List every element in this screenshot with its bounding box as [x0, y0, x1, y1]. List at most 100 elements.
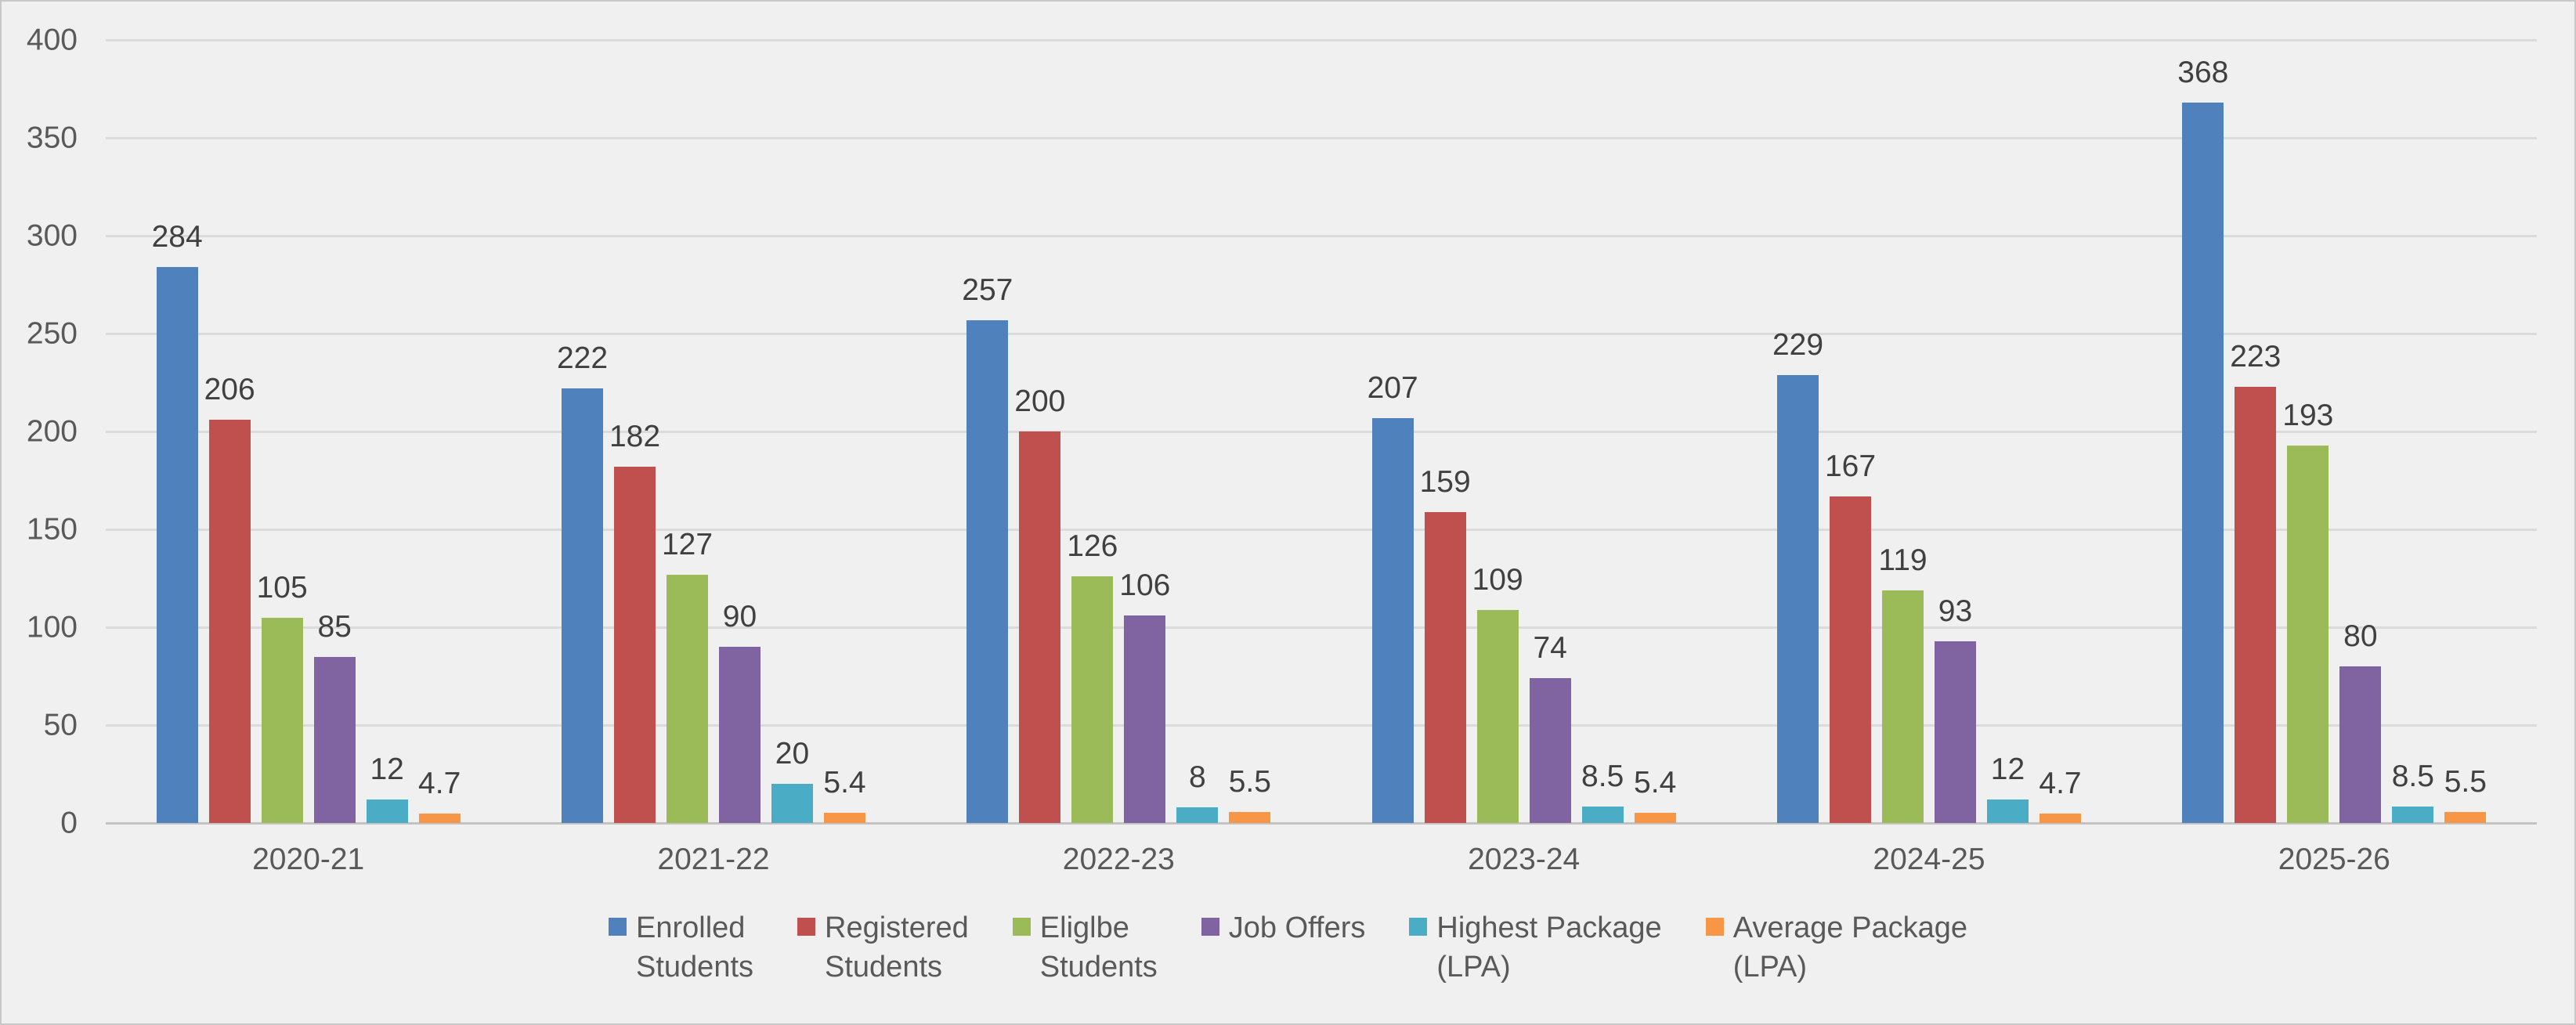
legend-marker-icon — [609, 918, 627, 936]
data-label: 4.7 — [2039, 767, 2082, 801]
data-label: 284 — [151, 220, 203, 254]
bar-slot: 167 — [1825, 450, 1876, 823]
bar-slot: 20 — [771, 738, 813, 823]
bar-highest-package-lpa--2021-22 — [771, 784, 813, 823]
legend-item-job-offers: Job Offers — [1201, 908, 1366, 947]
bar-slot: 284 — [152, 222, 203, 823]
y-axis-tick-label: 0 — [60, 806, 78, 840]
legend-label: Eliglbe Students — [1039, 911, 1158, 983]
x-axis-line — [106, 822, 2537, 825]
bar-slot: 106 — [1119, 570, 1170, 823]
bar-registered-students-2025-26 — [2235, 386, 2277, 823]
data-label: 8.5 — [1581, 759, 1624, 793]
bar-average-package-lpa--2025-26 — [2444, 812, 2487, 823]
data-label: 229 — [1772, 327, 1824, 362]
data-label: 182 — [609, 420, 661, 453]
bar-highest-package-lpa--2020-21 — [366, 799, 408, 823]
bar-slot: 5.4 — [823, 767, 866, 823]
bar-enrolled-students-2023-24 — [1371, 417, 1414, 823]
data-label: 167 — [1824, 449, 1877, 483]
category-label: 2021-22 — [657, 843, 770, 876]
bar-group-2023-24: 207 159 109 74 8.5 5.4 — [1367, 40, 1676, 823]
data-label: 5.5 — [1228, 765, 1271, 799]
y-axis-tick-label: 100 — [26, 610, 78, 644]
bar-slot: 90 — [719, 601, 761, 823]
bar-slot: 5.4 — [1634, 767, 1676, 823]
bar-job-offers-2021-22 — [719, 647, 761, 823]
bar-slot: 193 — [2282, 399, 2333, 823]
y-axis-tick-label: 200 — [26, 414, 78, 449]
gridline — [106, 529, 2537, 531]
bar-slot: 8 — [1176, 762, 1219, 823]
y-axis-tick-label: 250 — [26, 316, 78, 351]
bar-group-2021-22: 222 182 127 90 20 5.4 — [557, 40, 866, 823]
bar-slot: 5.5 — [1229, 767, 1271, 823]
bar-group-2022-23: 257 200 126 106 8 5.5 — [962, 40, 1271, 823]
legend-marker-icon — [1409, 918, 1428, 936]
legend: Enrolled Students Registered Students Elig… — [2, 908, 2574, 987]
bar-eliglbe-students-2025-26 — [2287, 445, 2329, 823]
category-label: 2020-21 — [252, 843, 365, 876]
bar-group-2025-26: 368 223 193 80 8.5 5.5 — [2177, 40, 2487, 823]
category-label: 2024-25 — [1873, 843, 1985, 876]
bar-registered-students-2020-21 — [208, 420, 251, 823]
data-label: 85 — [317, 609, 352, 644]
data-label: 222 — [556, 341, 609, 375]
bar-group-2024-25: 229 167 119 93 12 4.7 — [1772, 40, 2082, 823]
bar-eliglbe-students-2020-21 — [261, 617, 303, 823]
bar-highest-package-lpa--2024-25 — [1987, 799, 2029, 823]
bar-job-offers-2025-26 — [2339, 666, 2382, 823]
bar-slot: 207 — [1367, 372, 1418, 823]
data-label: 207 — [1367, 370, 1418, 405]
bar-slot: 368 — [2177, 57, 2228, 823]
bar-job-offers-2024-25 — [1935, 641, 1976, 823]
bar-slot: 257 — [962, 274, 1013, 823]
legend-item-registered-students: Registered Students — [797, 908, 969, 987]
legend-label: Job Offers — [1228, 911, 1366, 944]
data-label: 257 — [962, 272, 1013, 307]
y-axis-tick-label: 150 — [26, 512, 78, 547]
data-label: 126 — [1067, 529, 1118, 563]
bar-enrolled-students-2022-23 — [966, 319, 1009, 823]
y-axis-tick-label: 50 — [43, 708, 78, 742]
bar-slot: 182 — [609, 421, 660, 823]
y-axis-tick-label: 400 — [26, 23, 78, 57]
bar-slot: 8.5 — [2392, 760, 2434, 823]
legend-marker-icon — [1705, 918, 1724, 936]
gridline — [106, 333, 2537, 335]
bar-slot: 206 — [204, 374, 255, 823]
bar-registered-students-2022-23 — [1019, 431, 1061, 823]
data-label: 5.4 — [1634, 765, 1677, 799]
bar-slot: 4.7 — [2039, 768, 2082, 823]
data-label: 106 — [1119, 568, 1171, 602]
bar-slot: 8.5 — [1581, 760, 1624, 823]
bar-average-package-lpa--2021-22 — [824, 812, 865, 823]
data-label: 8.5 — [2391, 759, 2434, 793]
legend-item-eliglbe-students: Eliglbe Students — [1012, 908, 1158, 987]
bar-registered-students-2023-24 — [1424, 511, 1466, 823]
bar-job-offers-2023-24 — [1529, 678, 1571, 823]
gridline — [106, 724, 2537, 727]
bar-highest-package-lpa--2023-24 — [1581, 806, 1624, 823]
gridline — [106, 137, 2537, 139]
data-label: 368 — [2177, 56, 2229, 89]
bar-eliglbe-students-2023-24 — [1476, 609, 1519, 823]
data-label: 93 — [1938, 594, 1973, 628]
bar-average-package-lpa--2020-21 — [418, 814, 461, 823]
bar-slot: 80 — [2339, 621, 2382, 823]
y-axis-tick-label: 350 — [26, 121, 78, 155]
bar-enrolled-students-2024-25 — [1777, 374, 1819, 823]
data-label: 159 — [1419, 464, 1471, 499]
data-label: 5.5 — [2444, 765, 2487, 799]
bar-slot: 126 — [1067, 531, 1118, 823]
bar-average-package-lpa--2022-23 — [1229, 812, 1271, 823]
legend-item-enrolled-students: Enrolled Students — [609, 908, 753, 987]
legend-item-average-package-lpa-: Average Package (LPA) — [1705, 908, 1967, 987]
data-label: 20 — [775, 737, 810, 771]
bar-slot: 229 — [1772, 329, 1823, 823]
bar-registered-students-2024-25 — [1830, 496, 1871, 823]
bar-slot: 200 — [1014, 386, 1065, 823]
data-label: 119 — [1878, 543, 1927, 577]
data-label: 193 — [2282, 398, 2334, 432]
bar-eliglbe-students-2024-25 — [1882, 590, 1924, 823]
